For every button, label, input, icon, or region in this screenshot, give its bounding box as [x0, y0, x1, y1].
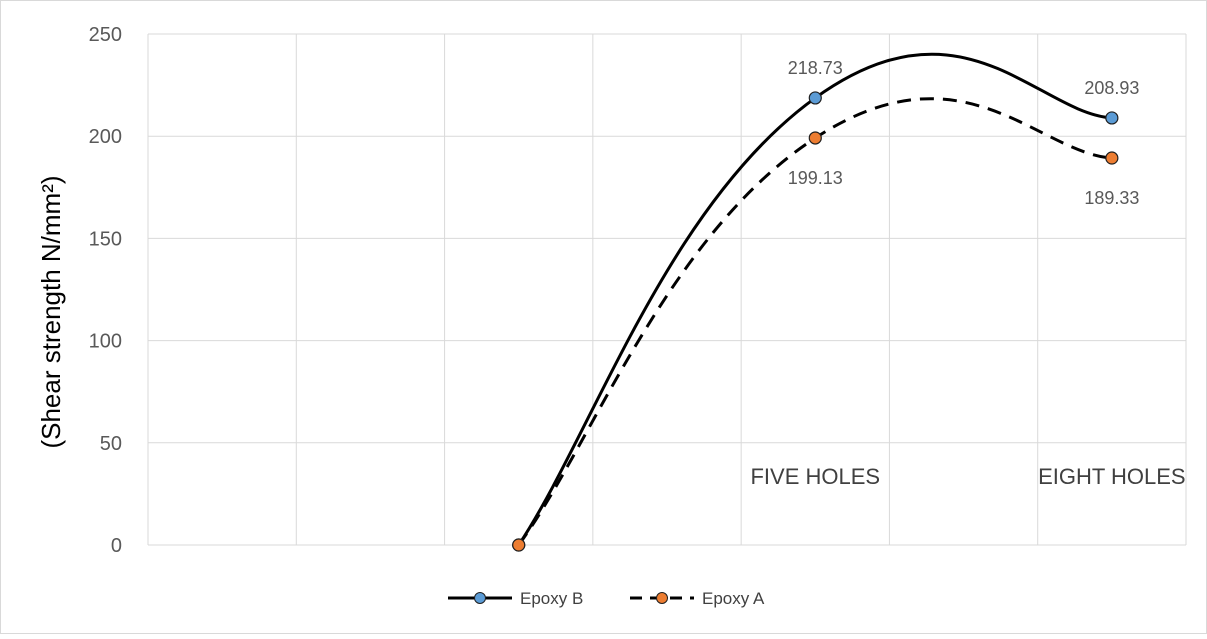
data-point-marker	[808, 131, 822, 145]
y-axis: 0 50 100 150 200 250	[89, 24, 122, 557]
data-point-marker	[808, 91, 822, 105]
x-category-label: FIVE HOLES	[750, 464, 880, 489]
data-label: 189.33	[1084, 188, 1139, 208]
series-line-epoxy-b	[517, 52, 1112, 546]
y-tick-label: 100	[89, 331, 122, 353]
legend-label: Epoxy B	[520, 589, 583, 608]
y-tick-label: 200	[89, 126, 122, 148]
legend: Epoxy B Epoxy A	[448, 589, 765, 608]
y-tick-label: 0	[111, 535, 122, 557]
y-tick-label: 250	[89, 24, 122, 46]
category-labels: FIVE HOLES EIGHT HOLES	[750, 464, 1185, 489]
y-tick-label: 50	[100, 433, 122, 455]
y-axis-label: (Shear strength N/mm²)	[36, 175, 66, 448]
legend-marker	[656, 592, 668, 604]
series-line-epoxy-a	[517, 97, 1112, 546]
data-label: 199.13	[788, 168, 843, 188]
data-label: 218.73	[788, 58, 843, 78]
series-group: 218.73 208.93 199.13 189.33	[512, 52, 1139, 552]
grid	[147, 33, 1187, 546]
legend-marker	[474, 592, 486, 604]
data-point-marker	[512, 538, 526, 552]
data-label: 208.93	[1084, 78, 1139, 98]
data-point-marker	[1105, 111, 1119, 125]
legend-label: Epoxy A	[702, 589, 765, 608]
y-tick-label: 150	[89, 228, 122, 250]
x-category-label: EIGHT HOLES	[1038, 464, 1186, 489]
data-point-marker	[1105, 151, 1119, 165]
